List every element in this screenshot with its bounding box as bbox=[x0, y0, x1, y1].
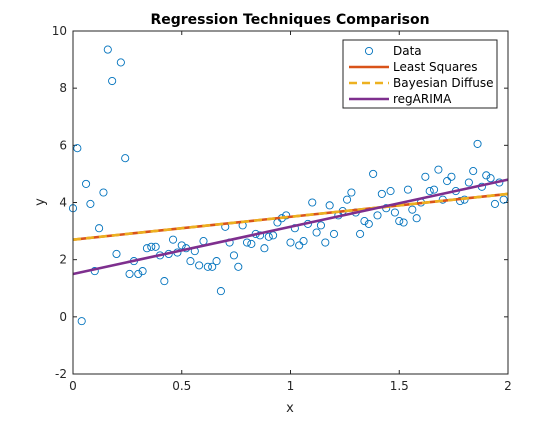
data-point bbox=[369, 169, 378, 178]
data-point bbox=[73, 144, 82, 153]
data-point bbox=[434, 165, 443, 174]
x-tick-label: 1 bbox=[287, 379, 295, 393]
data-point bbox=[321, 238, 330, 247]
data-point bbox=[308, 198, 317, 207]
data-point bbox=[312, 228, 321, 237]
data-point bbox=[412, 214, 421, 223]
data-point bbox=[208, 262, 217, 271]
data-point bbox=[108, 76, 117, 86]
data-point bbox=[138, 267, 147, 276]
data-point bbox=[469, 167, 478, 176]
data-point bbox=[464, 178, 473, 187]
data-point bbox=[77, 317, 86, 326]
data-point bbox=[329, 229, 339, 238]
data-point bbox=[342, 195, 352, 204]
data-point bbox=[390, 208, 399, 217]
regarima-line bbox=[72, 178, 509, 276]
data-point bbox=[195, 261, 204, 270]
data-point bbox=[112, 249, 121, 258]
legend-label-bayesian-diffuse: Bayesian Diffuse bbox=[393, 76, 494, 90]
data-point bbox=[121, 154, 130, 163]
bayesian-diffuse-line bbox=[72, 192, 509, 241]
data-point bbox=[395, 217, 404, 226]
data-point bbox=[403, 185, 413, 194]
data-point bbox=[360, 217, 369, 226]
data-point bbox=[142, 244, 151, 253]
data-point bbox=[386, 187, 395, 196]
data-point bbox=[373, 211, 382, 220]
data-point bbox=[125, 269, 134, 279]
data-point bbox=[247, 239, 256, 248]
legend-label-data: Data bbox=[393, 44, 422, 58]
chart-title: Regression Techniques Comparison bbox=[150, 12, 429, 28]
data-point bbox=[356, 229, 365, 238]
data-point bbox=[377, 189, 386, 198]
data-point bbox=[203, 262, 212, 271]
data-point bbox=[151, 242, 160, 251]
data-point bbox=[186, 257, 195, 266]
legend-label-regarima: regARIMA bbox=[393, 92, 452, 106]
data-point bbox=[95, 224, 104, 233]
data-point bbox=[160, 277, 169, 286]
data-point bbox=[260, 244, 269, 253]
data-point bbox=[168, 235, 178, 244]
data-point bbox=[147, 242, 156, 251]
x-tick-label: 1.5 bbox=[390, 379, 409, 393]
y-tick-label: 4 bbox=[59, 196, 67, 210]
data-point bbox=[425, 187, 434, 196]
data-point bbox=[242, 238, 252, 247]
legend: Data Least Squares Bayesian Diffuse regARIM… bbox=[342, 39, 498, 109]
data-point bbox=[134, 269, 143, 279]
data-point bbox=[399, 218, 408, 227]
data-point bbox=[116, 58, 125, 67]
data-point bbox=[177, 241, 186, 250]
x-tick-label: 2 bbox=[504, 379, 512, 393]
data-point bbox=[347, 188, 356, 197]
data-point bbox=[456, 197, 465, 206]
y-axis-label: y bbox=[33, 198, 48, 206]
y-tick-label: 6 bbox=[59, 138, 67, 152]
data-point bbox=[443, 177, 452, 186]
data-point bbox=[429, 185, 439, 194]
data-point bbox=[421, 172, 430, 181]
data-point bbox=[325, 201, 334, 210]
data-point bbox=[234, 262, 243, 271]
data-point bbox=[408, 205, 417, 214]
data-point bbox=[490, 199, 500, 208]
data-point bbox=[499, 195, 508, 204]
data-point bbox=[99, 188, 108, 197]
data-point bbox=[86, 199, 95, 208]
y-tick-label: 0 bbox=[59, 310, 67, 324]
data-point bbox=[286, 238, 295, 247]
data-point bbox=[447, 172, 456, 181]
data-point bbox=[486, 174, 495, 183]
data-point bbox=[212, 257, 221, 266]
y-tick-label: 8 bbox=[59, 81, 67, 95]
legend-box bbox=[342, 39, 498, 109]
data-point bbox=[229, 251, 238, 260]
data-point bbox=[216, 287, 225, 296]
data-point bbox=[364, 219, 373, 228]
x-tick-label: 0.5 bbox=[172, 379, 191, 393]
x-axis-label: x bbox=[286, 401, 294, 416]
data-point bbox=[282, 211, 291, 220]
y-tick-label: 10 bbox=[52, 24, 67, 38]
data-point bbox=[295, 241, 304, 250]
legend-label-least-squares: Least Squares bbox=[393, 60, 477, 74]
data-point bbox=[316, 221, 326, 230]
data-point bbox=[482, 171, 491, 180]
x-tick-label: 0 bbox=[69, 379, 77, 393]
y-tick-label: -2 bbox=[55, 367, 67, 381]
data-point bbox=[264, 232, 273, 241]
legend-marker-data bbox=[364, 46, 374, 56]
data-point bbox=[103, 45, 112, 54]
data-point bbox=[82, 179, 91, 188]
data-point bbox=[299, 237, 308, 246]
y-tick-label: 2 bbox=[59, 253, 67, 267]
axes-frame bbox=[72, 30, 509, 375]
data-point bbox=[473, 139, 482, 148]
